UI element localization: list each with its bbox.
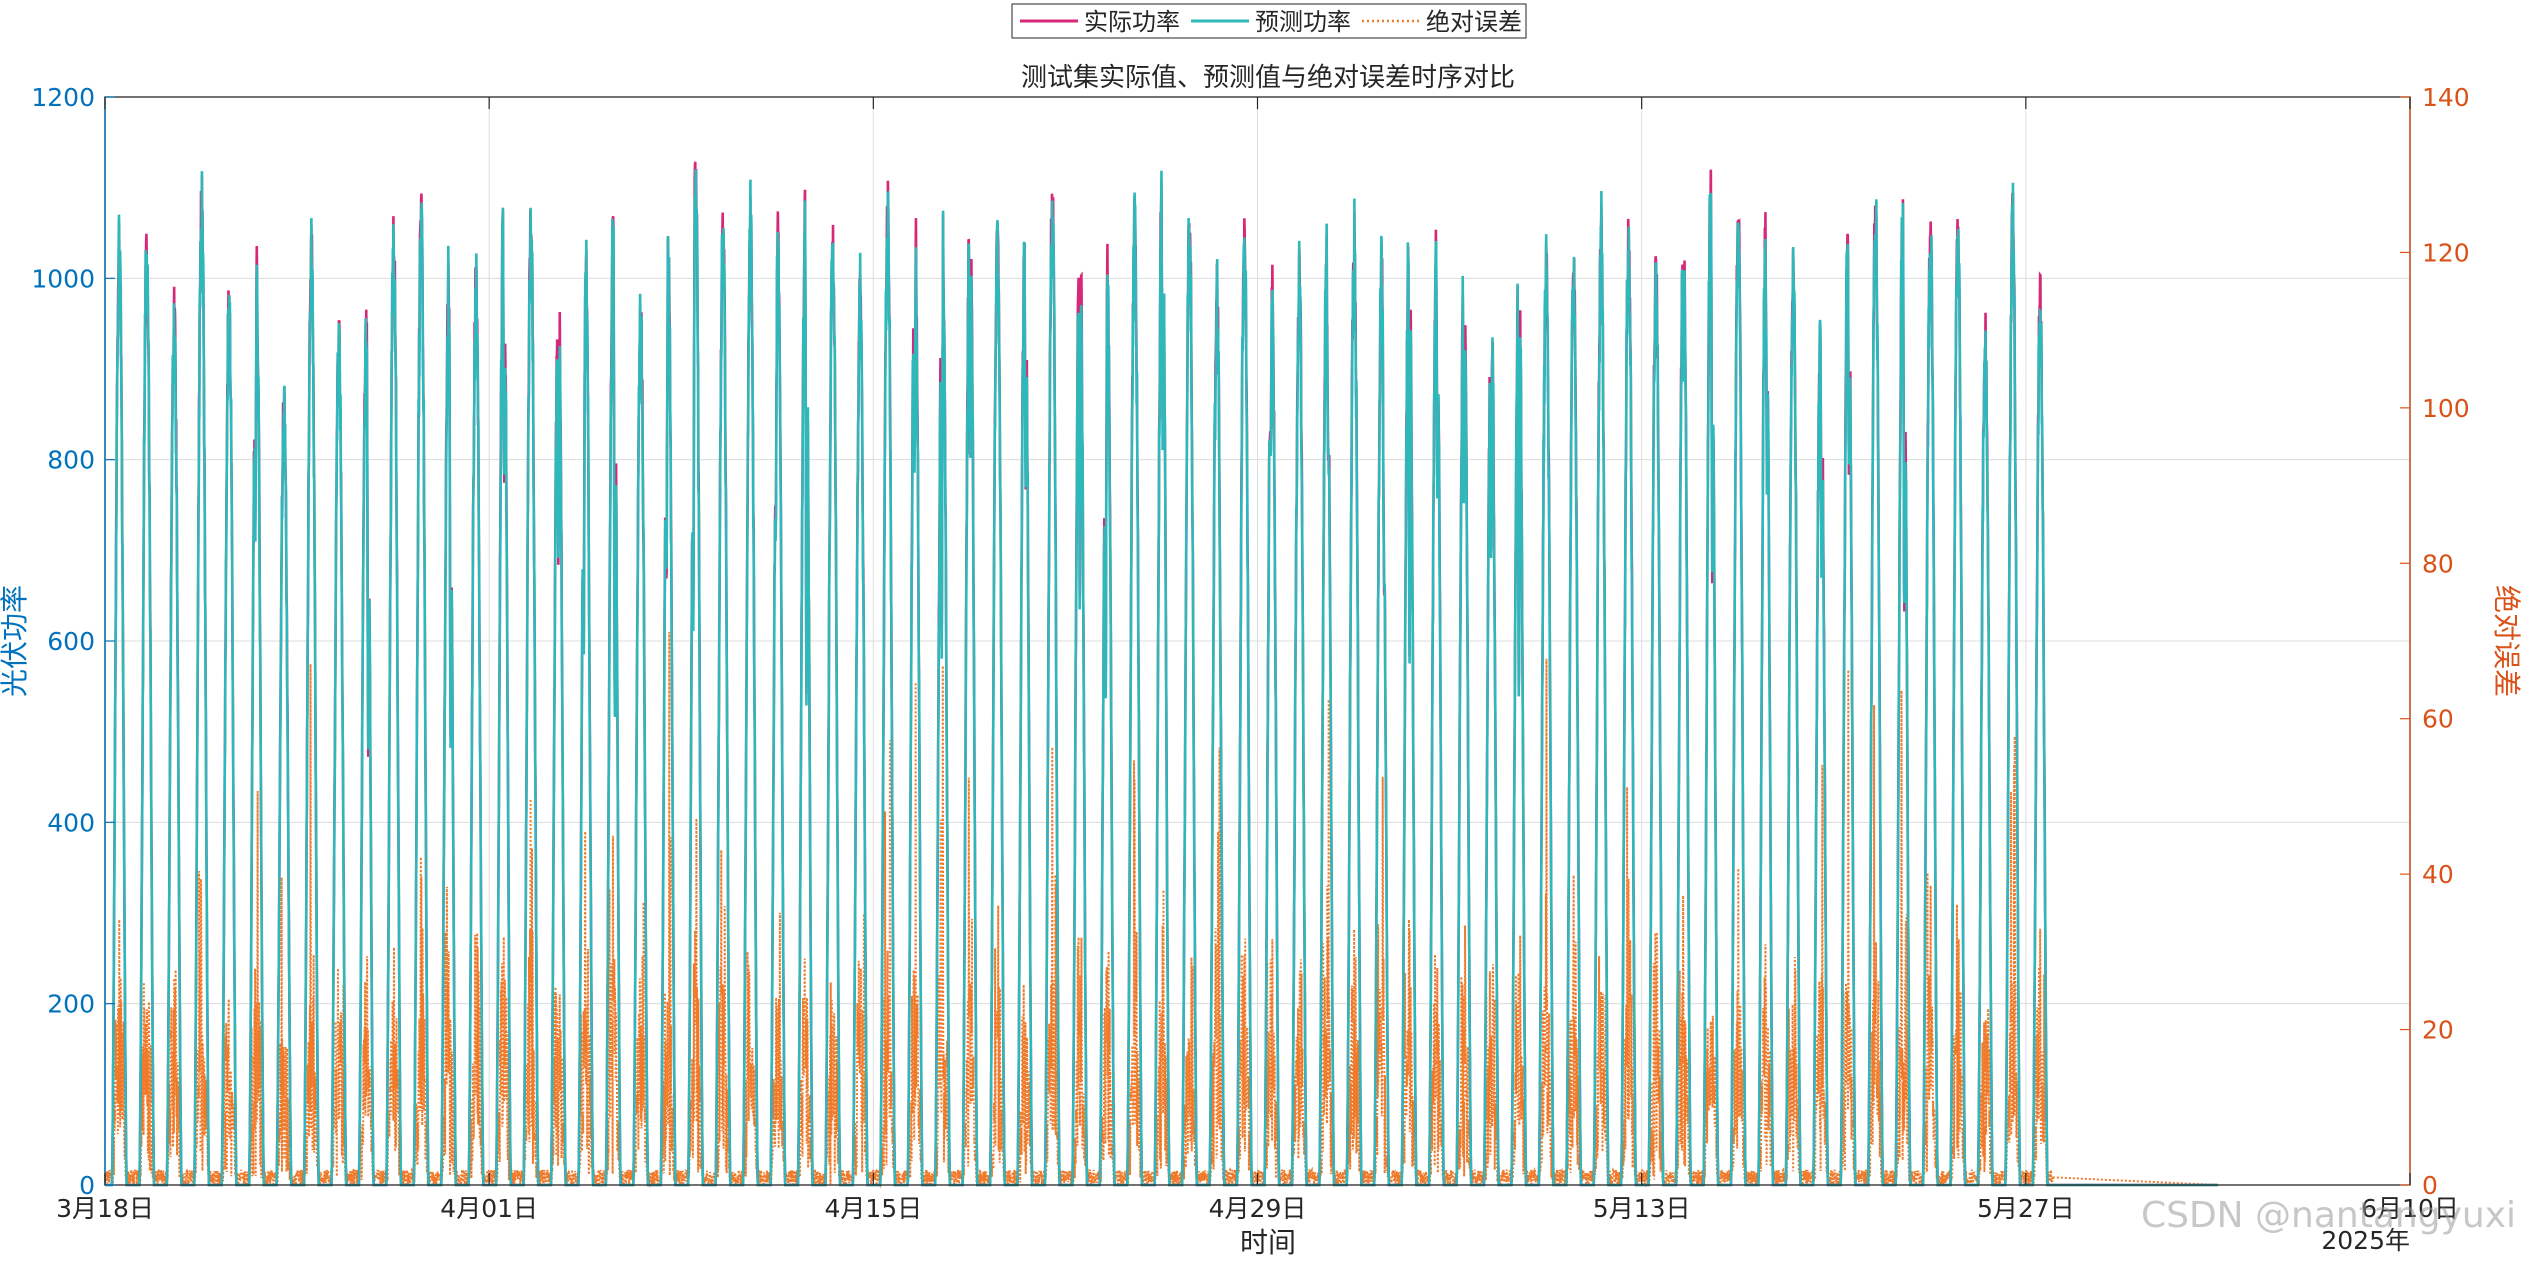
right-tick-label: 60 [2422, 705, 2454, 734]
left-tick-label: 200 [47, 990, 95, 1019]
right-tick-label: 100 [2422, 394, 2470, 423]
right-tick-label: 120 [2422, 238, 2470, 267]
x-tick-label: 5月27日 [1977, 1194, 2075, 1223]
x-axis-ticks: 3月18日 4月01日 4月15日 4月29日 5月13日 5月27日 6月10日 [56, 97, 2459, 1223]
x-tick-label: 6月10日 [2361, 1194, 2459, 1223]
left-axis-ticks: 0 200 400 600 800 1000 1200 [31, 83, 115, 1200]
y-axis-label: 光伏功率 [0, 585, 31, 697]
legend-label-actual: 实际功率 [1084, 8, 1180, 36]
legend-box [1011, 3, 1527, 39]
x-tick-label: 3月18日 [56, 1194, 154, 1223]
x-tick-label: 4月15日 [824, 1194, 922, 1223]
legend-label-error: 绝对误差 [1426, 8, 1522, 36]
x-tick-label: 4月29日 [1209, 1194, 1307, 1223]
left-tick-label: 1200 [31, 83, 95, 112]
legend-label-predicted: 预测功率 [1255, 8, 1351, 36]
x-tick-label: 4月01日 [440, 1194, 538, 1223]
grid [105, 97, 2410, 1185]
year-label: 2025年 [2321, 1226, 2410, 1255]
watermark: CSDN @nantangyuxi [2141, 1195, 2516, 1236]
x-axis-label: 时间 [1240, 1226, 1296, 1259]
line-absolute-error [104, 632, 2218, 1189]
chart-title: 测试集实际值、预测值与绝对误差时序对比 [1021, 63, 1515, 93]
left-tick-label: 1000 [31, 264, 95, 293]
x-tick-label: 5月13日 [1593, 1194, 1691, 1223]
left-tick-label: 600 [47, 627, 95, 656]
right-tick-label: 0 [2422, 1171, 2438, 1200]
right-tick-label: 20 [2422, 1016, 2454, 1045]
left-tick-label: 800 [47, 446, 95, 475]
legend: 实际功率 预测功率 绝对误差 [1011, 3, 1527, 39]
series-absolute-error [104, 632, 2218, 1189]
left-tick-label: 400 [47, 808, 95, 837]
y2-axis-label: 绝对误差 [2490, 585, 2523, 697]
right-axis-ticks: 0 20 40 60 80 100 120 140 [2400, 83, 2470, 1200]
left-tick-label: 0 [79, 1171, 95, 1200]
right-tick-label: 80 [2422, 549, 2454, 578]
right-tick-label: 140 [2422, 83, 2470, 112]
right-tick-label: 40 [2422, 860, 2454, 889]
